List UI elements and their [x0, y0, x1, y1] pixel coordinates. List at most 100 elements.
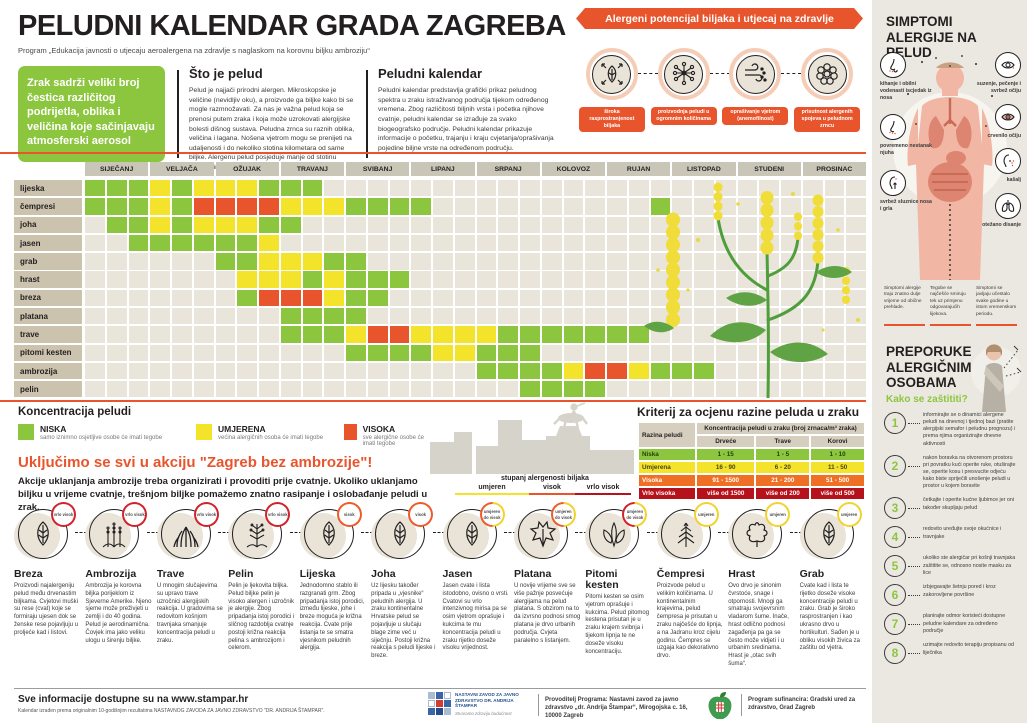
calendar-cell	[106, 253, 127, 270]
calendar-cell	[541, 344, 562, 361]
plant-name: Trave	[156, 568, 185, 580]
criteria-value: više od 200	[756, 488, 810, 499]
calendar-cell	[215, 344, 236, 361]
plant-name: Pelin	[228, 568, 254, 580]
calendar-cell	[324, 271, 344, 288]
symptoms-diagram: kihanje i obilni vodenasti iscjedak iz n…	[872, 52, 1027, 280]
tip-connector	[908, 566, 920, 568]
calendar-cell	[694, 253, 714, 270]
legend-label: VISOKA	[362, 424, 396, 434]
criteria-value: 91 - 1500	[697, 475, 755, 486]
criteria-value: 21 - 200	[756, 475, 810, 486]
stampar-logo-icon	[428, 692, 451, 716]
plant-circle: umjeren do visok	[513, 502, 576, 563]
plant-description: Jasen cvate i lista istodobno, ovisno o …	[442, 583, 509, 652]
pollen-grain-icon	[807, 54, 847, 94]
hazel-leaf-icon	[314, 519, 344, 549]
calendar-cell	[346, 198, 366, 215]
criteria-value: 16 - 90	[697, 462, 755, 473]
calendar-cell	[585, 326, 605, 343]
calendar-row-cells	[85, 362, 866, 380]
calendar-cell	[324, 216, 344, 233]
calendar-cell	[607, 180, 627, 197]
calendar-cell	[476, 326, 497, 343]
legend-item: UMJERENA većina alergičnih osoba će imati…	[196, 424, 323, 441]
calendar-cell	[193, 271, 214, 288]
calendar-cell	[672, 271, 692, 288]
tip-text: ukoliko ste alergičar pri košnji travnja…	[923, 555, 1016, 576]
calendar-cell	[237, 234, 257, 252]
calendar-cell	[498, 216, 518, 233]
calendar-cell	[585, 253, 605, 270]
calendar-cell	[824, 253, 845, 270]
calendar-cell	[215, 198, 236, 215]
calendar-cell	[215, 271, 236, 288]
calendar-cell	[563, 289, 584, 307]
calendar-cell	[694, 271, 714, 288]
allergenicity-scale: stupanj alergenosti biljaka umjeren visok…	[455, 475, 635, 495]
calendar-cell	[607, 271, 627, 288]
plant-card: umjeren Hrast Ovo drvo je sinonim čvrstoće…	[728, 502, 803, 669]
calendar-row-cells	[85, 216, 866, 233]
calendar-cell	[302, 326, 323, 343]
plant-circle: umjeren do visok	[442, 502, 505, 563]
calendar-cell	[781, 289, 801, 307]
calendar-cell	[759, 381, 779, 398]
symptom-label: otežano disanje	[982, 222, 1021, 228]
calendar-cell	[324, 180, 344, 197]
calendar-cell	[781, 198, 801, 215]
calendar-cell	[650, 344, 671, 361]
calendar-cell	[367, 180, 388, 197]
plant-card: visok Lijeska Jednodomno stablo ili razgra…	[299, 502, 374, 669]
calendar-cell	[672, 289, 692, 307]
calendar-cell	[498, 289, 518, 307]
criteria-row-label: Niska	[639, 449, 695, 460]
calendar-cell	[476, 289, 497, 307]
plant-circle-ring	[732, 509, 783, 559]
calendar-cell	[367, 234, 388, 252]
calendar-cell	[520, 326, 540, 343]
calendar-cell	[607, 344, 627, 361]
plant-description: U novije vrijeme sve se više pažnje posv…	[513, 583, 581, 644]
calendar-row: hrast	[14, 271, 866, 288]
action-heading: Uključimo se svi u akciju "Zagreb bez am…	[18, 454, 373, 471]
plant-circle-ring	[589, 509, 640, 559]
criteria-value: 51 - 500	[811, 475, 864, 486]
plant-description: Proizvodi najalergeniju pelud među drven…	[14, 583, 79, 636]
calendar-cell	[302, 344, 323, 361]
calendar-cell	[346, 216, 366, 233]
calendar-cell	[563, 344, 584, 361]
calendar-cell	[650, 381, 671, 398]
calendar-cell	[715, 234, 736, 252]
calendar-cell	[411, 180, 431, 197]
calendar-cell	[106, 307, 127, 325]
plant-circle: vrlo visok	[156, 502, 219, 563]
calendar-cell	[650, 271, 671, 288]
calendar-cell	[259, 289, 279, 307]
pollen-calendar-body: Peludni kalendar predstavlja grafički pr…	[378, 87, 554, 152]
allergenicity-badge-label: umjeren do visok	[481, 504, 503, 525]
calendar-cell	[411, 381, 431, 398]
calendar-cell	[781, 344, 801, 361]
legend-text: VISOKA sve alergične osobe će imati tegob…	[363, 424, 438, 447]
ash-leaf-icon	[457, 519, 487, 549]
zagreb-apple-logo	[708, 692, 732, 720]
legend-desc: većina alergičnih osoba će imati tegobe	[218, 435, 324, 441]
criteria-row-label: Vrlo visoka	[639, 488, 695, 499]
calendar-cell	[454, 381, 475, 398]
calendar-cell	[520, 253, 540, 270]
calendar-cell	[237, 271, 257, 288]
calendar-cell	[172, 253, 192, 270]
calendar-cell	[781, 307, 801, 325]
calendar-cell	[737, 362, 758, 380]
lungs-icon	[995, 193, 1021, 219]
symptom-item: kašalj	[973, 148, 1021, 184]
calendar-cell	[302, 253, 323, 270]
grass-icon	[171, 519, 201, 549]
allergen-banner: Alergeni potencijal biljaka i utjecaj na…	[576, 8, 863, 29]
calendar-cell	[411, 289, 431, 307]
calendar-cell	[215, 180, 236, 197]
calendar-cell	[346, 289, 366, 307]
calendar-cell	[150, 326, 170, 343]
